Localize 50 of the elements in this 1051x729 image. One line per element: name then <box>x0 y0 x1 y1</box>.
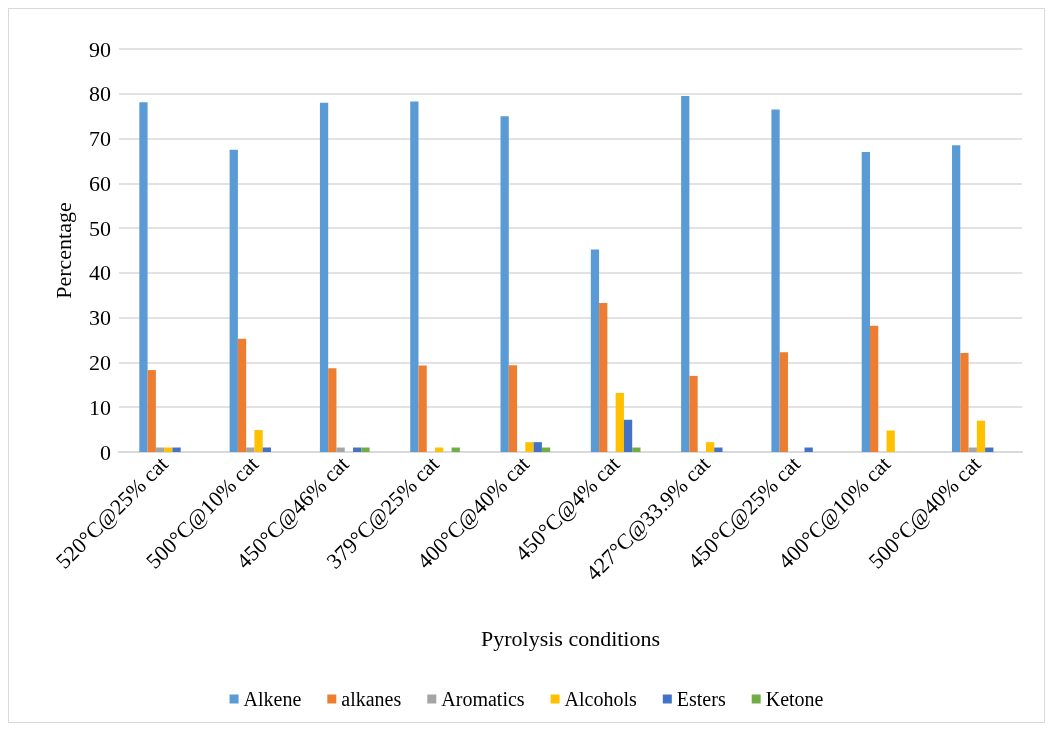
y-tick-label: 90 <box>89 36 111 62</box>
bar <box>336 447 345 452</box>
legend-label: alkanes <box>341 688 402 710</box>
bar <box>705 442 715 452</box>
y-tick-label: 20 <box>89 349 111 375</box>
legend-label: Alcohols <box>564 688 638 710</box>
bar <box>861 151 870 452</box>
legend-label: Aromatics <box>441 688 525 710</box>
bar <box>771 109 780 452</box>
bar <box>714 447 723 452</box>
bar <box>615 392 624 452</box>
bar <box>960 353 969 452</box>
bar <box>410 101 419 452</box>
bar <box>779 352 788 452</box>
bar <box>599 302 608 452</box>
bar <box>237 338 247 452</box>
x-axis-title: Pyrolysis conditions <box>480 625 661 651</box>
y-tick-label: 0 <box>100 439 111 465</box>
bar <box>886 430 895 452</box>
bar <box>533 442 542 452</box>
bar <box>172 447 181 452</box>
bar <box>147 370 156 452</box>
bar <box>319 102 329 452</box>
bar <box>500 116 509 452</box>
bar <box>689 375 698 452</box>
bar <box>870 325 879 452</box>
y-tick-label: 80 <box>89 81 111 107</box>
bar <box>229 149 238 452</box>
y-tick-label: 70 <box>89 126 111 152</box>
y-tick-label: 30 <box>89 305 111 331</box>
bar <box>418 365 427 452</box>
bar <box>508 365 518 452</box>
bar <box>681 96 690 452</box>
y-axis-title: Percentage <box>50 202 76 299</box>
legend-label: Alkene <box>243 688 302 710</box>
bar <box>361 447 370 452</box>
bar <box>590 249 600 452</box>
bar <box>976 420 986 452</box>
y-tick-label: 40 <box>89 260 111 286</box>
bar <box>952 145 961 452</box>
y-tick-label: 50 <box>89 215 111 241</box>
bar <box>525 442 534 452</box>
bar <box>623 419 633 452</box>
y-tick-label: 10 <box>89 394 111 420</box>
bar <box>254 430 263 452</box>
legend-label: Esters <box>676 688 726 710</box>
legend-label: Ketone <box>765 688 824 710</box>
bar <box>328 368 337 452</box>
y-tick-label: 60 <box>89 170 111 196</box>
bar <box>139 102 148 452</box>
